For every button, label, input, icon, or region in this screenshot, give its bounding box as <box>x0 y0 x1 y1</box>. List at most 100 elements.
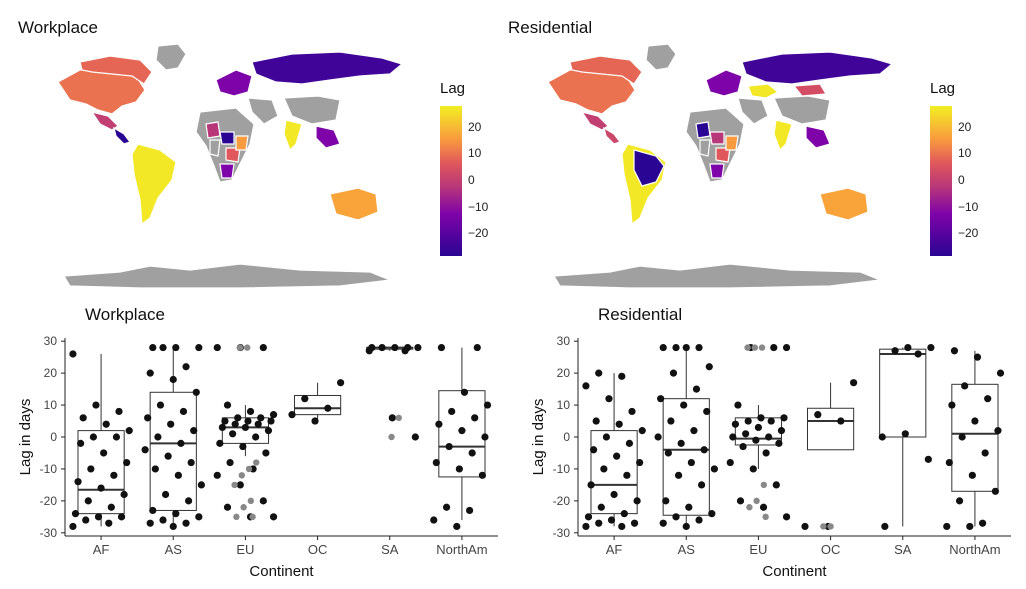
y-tick-label: 0 <box>50 430 57 444</box>
data-point <box>87 465 95 473</box>
world-map-workplace <box>57 43 404 289</box>
data-point <box>149 343 157 352</box>
data-point <box>600 465 608 473</box>
map-region-africa-country <box>709 131 725 145</box>
x-tick-label: OC <box>821 542 841 557</box>
map-region-africa-country <box>219 131 235 145</box>
outlier-point <box>231 481 238 489</box>
y-tick-label: 10 <box>44 398 58 412</box>
data-point <box>195 513 203 521</box>
map-region-europe <box>705 69 743 97</box>
map-region-africa-country <box>715 147 731 163</box>
data-point <box>69 350 77 358</box>
data-point <box>777 427 786 435</box>
data-point <box>633 497 641 505</box>
data-point <box>891 347 899 355</box>
data-point <box>172 510 180 518</box>
data-point <box>430 516 438 524</box>
y-tick-label: -30 <box>40 526 58 540</box>
data-point <box>229 430 237 438</box>
data-point <box>218 423 226 432</box>
map-region-canada <box>569 55 643 85</box>
data-point <box>161 490 170 499</box>
map-region-central-america <box>113 126 131 145</box>
map-region-mexico <box>90 111 119 131</box>
data-point <box>146 519 154 527</box>
outlier-point <box>758 344 766 351</box>
data-point <box>744 417 752 425</box>
data-point <box>458 427 466 435</box>
data-point <box>453 522 461 531</box>
data-point <box>120 490 128 499</box>
y-tick-label: -30 <box>553 526 571 540</box>
map-region-africa-country <box>699 139 711 157</box>
data-point <box>254 420 262 428</box>
map-workplace <box>40 40 420 295</box>
data-point <box>231 420 239 428</box>
legend-tick: −20 <box>468 226 489 240</box>
data-point <box>77 439 85 447</box>
data-point <box>610 490 618 499</box>
data-point <box>174 471 182 479</box>
data-point <box>311 417 319 425</box>
data-point <box>734 401 742 409</box>
map-region-europe <box>215 69 253 97</box>
data-point <box>708 510 716 518</box>
data-point <box>878 433 886 441</box>
data-point <box>388 414 396 422</box>
data-point <box>757 414 765 422</box>
data-point <box>267 417 275 425</box>
legend-tick: 0 <box>468 173 475 187</box>
data-point <box>269 411 278 419</box>
outlier-point <box>753 497 760 505</box>
data-point <box>437 343 446 352</box>
data-point <box>638 427 646 435</box>
data-point <box>82 516 90 524</box>
data-point <box>664 449 672 457</box>
data-point <box>881 522 889 531</box>
map-region-south-america <box>131 143 177 226</box>
legend-tick: −10 <box>468 200 489 214</box>
data-point <box>460 388 469 396</box>
x-axis-label: Continent <box>762 563 827 580</box>
data-point <box>837 417 845 425</box>
data-point <box>89 433 98 441</box>
data-point <box>164 452 172 460</box>
outlier-point <box>762 513 769 521</box>
legend-colorbar <box>440 106 462 256</box>
data-point <box>607 516 616 524</box>
data-point <box>914 350 922 358</box>
map-region-africa-country <box>725 135 739 151</box>
map-region-africa-country <box>695 121 711 139</box>
data-point <box>595 369 603 377</box>
x-axis-label: Continent <box>249 563 314 580</box>
data-point <box>687 458 695 467</box>
data-point <box>961 382 969 390</box>
y-tick-label: 30 <box>557 334 571 348</box>
data-point <box>97 484 105 492</box>
y-tick-label: 20 <box>44 366 58 380</box>
map-region-kazakhstan <box>747 83 780 99</box>
x-tick-label: EU <box>236 542 254 557</box>
data-point <box>141 446 149 454</box>
data-point <box>636 458 644 467</box>
map-region-china <box>773 95 831 125</box>
boxplot-workplace: Workplace -30 -20 -10 0 10 20 30 Lag in days Cont… <box>0 298 513 584</box>
boxplot-title: Residential <box>598 305 682 324</box>
map-region-africa-country <box>205 121 221 139</box>
data-point <box>630 519 639 527</box>
data-point <box>971 417 979 425</box>
data-point <box>115 407 123 416</box>
data-point <box>259 343 267 352</box>
map-region-greenland <box>155 43 187 71</box>
x-tick-label: SA <box>894 542 912 557</box>
data-point <box>244 417 252 425</box>
legend-tick: 10 <box>958 146 972 160</box>
data-point <box>801 522 809 531</box>
map-region-antarctica <box>552 263 881 289</box>
data-point <box>739 442 747 451</box>
data-point <box>187 458 195 467</box>
outlier-point <box>388 433 395 441</box>
map-region-africa-country <box>219 163 235 179</box>
data-point <box>105 519 113 527</box>
